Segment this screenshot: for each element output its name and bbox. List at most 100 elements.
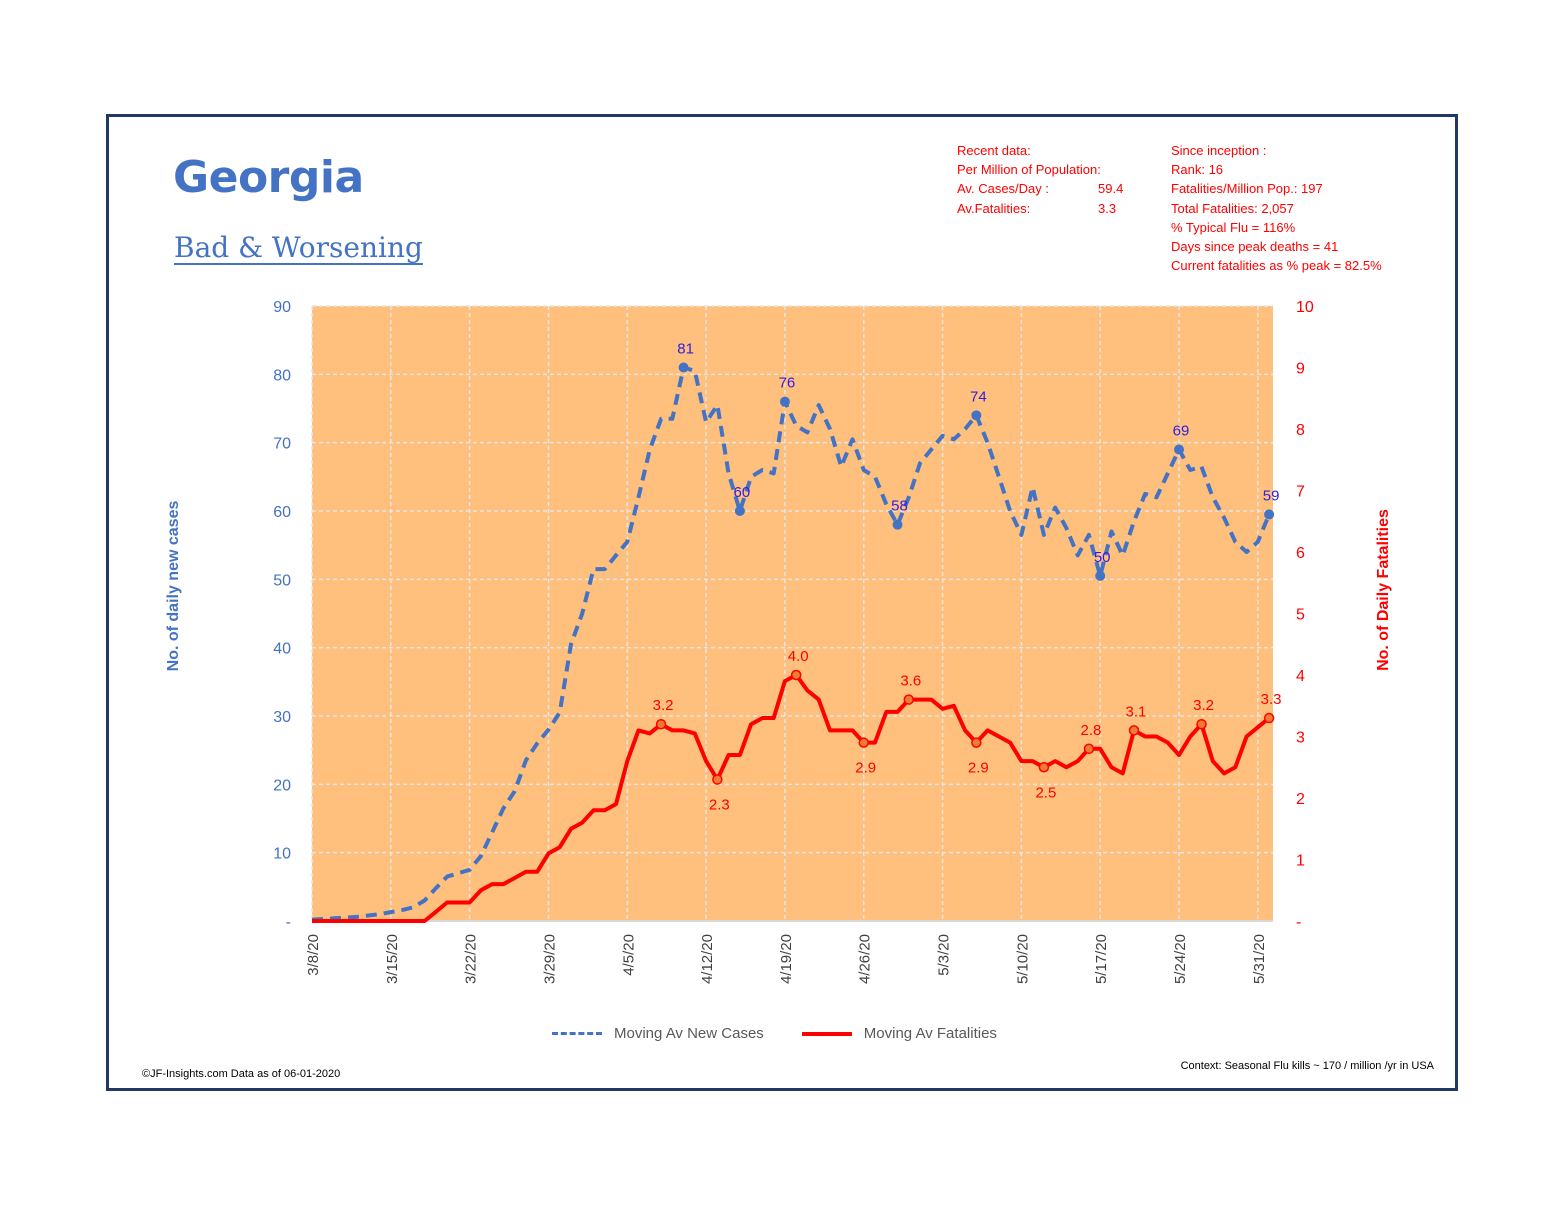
cases-marker — [971, 410, 982, 421]
cases-data-label: 50 — [1094, 549, 1111, 566]
y-tick-right: 1 — [1296, 853, 1305, 870]
fatalities-marker — [858, 737, 869, 748]
y-tick-right: 3 — [1296, 730, 1305, 747]
legend-item-fatalities[interactable]: Moving Av Fatalities — [801, 1025, 997, 1042]
fatalities-data-label: 2.9 — [968, 760, 989, 777]
y-tick-right: 9 — [1296, 361, 1305, 378]
fatalities-marker — [790, 669, 802, 681]
recent-data-heading: Recent data: — [957, 143, 1031, 158]
x-axis-ticks: 3/8/20 3/15/20 3/22/20 3/29/20 4/5/20 4/12/20… — [305, 934, 1268, 984]
y-tick-right: - — [1296, 914, 1301, 931]
legend-item-cases[interactable]: Moving Av New Cases — [552, 1025, 764, 1042]
legend-label-fatalities: Moving Av Fatalities — [863, 1025, 997, 1042]
y-tick-left: 70 — [273, 436, 291, 453]
x-tick-label: 5/3/20 — [936, 934, 953, 976]
legend-swatch-cases — [552, 1032, 602, 1035]
y-tick-right: 7 — [1296, 484, 1305, 501]
cases-data-label: 69 — [1173, 423, 1190, 440]
y-tick-right: 4 — [1296, 668, 1305, 685]
cases-marker — [1095, 570, 1106, 581]
fatalities-data-label: 4.0 — [788, 648, 809, 665]
y-tick-left: 10 — [273, 846, 291, 863]
fatalities-data-label: 3.3 — [1261, 691, 1282, 708]
cases-data-label: 58 — [891, 498, 908, 515]
cases-line — [311, 365, 1271, 922]
cases-label: Av. Cases/Day : — [957, 181, 1049, 197]
footer-source: ©JF-Insights.com Data as of 06-01-2020 — [142, 1068, 341, 1080]
typical-flu: % Typical Flu = 116% — [1171, 219, 1296, 235]
x-tick-label: 4/12/20 — [699, 934, 716, 984]
page-title: Georgia — [173, 152, 364, 203]
footer-context: Context: Seasonal Flu kills ~ 170 / mill… — [1180, 1060, 1434, 1072]
y-tick-right: 6 — [1296, 545, 1305, 562]
recent-data-panel: Recent data: Per Million of Population: … — [957, 141, 1123, 218]
x-tick-label: 3/15/20 — [384, 934, 401, 984]
cases-marker — [779, 396, 790, 407]
fatalities-marker — [1196, 718, 1207, 730]
y-tick-right: 10 — [1296, 299, 1314, 316]
cases-data-label: 76 — [779, 375, 796, 392]
fatalities-data-label: 2.3 — [709, 797, 730, 814]
x-tick-label: 4/19/20 — [778, 934, 795, 984]
y-tick-left: 40 — [273, 641, 291, 658]
fatalities-marker — [971, 737, 982, 748]
x-tick-label: 3/29/20 — [541, 934, 558, 984]
annotation-layer: 81 60 76 58 74 50 69 59 3.2 2.3 4.0 2.9 3.6 2.9 2.5 2.8… — [653, 341, 1282, 814]
cases-row: Av. Cases/Day : 59.4 — [957, 179, 1123, 198]
since-inception-heading: Since inception : — [1171, 143, 1267, 158]
y-axis-left-label: No. of daily new cases — [165, 501, 182, 672]
fatalities-marker — [1263, 712, 1275, 724]
cases-marker — [734, 506, 745, 516]
fatalities-marker — [712, 774, 723, 785]
per-million-label: Per Million of Population: — [957, 162, 1101, 178]
y-axis-right-label: No. of Daily Fatalities — [1375, 509, 1392, 671]
cases-data-label: 59 — [1263, 487, 1280, 504]
y-axis-right-ticks: - 1 2 3 4 5 6 7 8 9 10 — [1296, 299, 1314, 931]
fatalities-data-label: 3.6 — [900, 673, 921, 690]
x-tick-label: 4/5/20 — [620, 934, 637, 976]
y-tick-right: 8 — [1296, 422, 1305, 439]
fatalities-data-label: 2.5 — [1035, 784, 1056, 801]
days-since-peak: Days since peak deaths = 41 — [1171, 239, 1339, 255]
y-tick-left: 60 — [273, 504, 291, 521]
x-tick-label: 3/8/20 — [305, 934, 322, 976]
legend: Moving Av New Cases Moving Av Fatalities — [552, 1025, 1035, 1042]
current-pct-peak: Current fatalities as % peak = 82.5% — [1171, 258, 1382, 274]
y-tick-left: 80 — [273, 367, 291, 384]
fatalities-marker — [1128, 725, 1140, 736]
cases-marker — [1174, 444, 1185, 455]
legend-swatch-fatalities — [801, 1031, 852, 1036]
fatalities-marker — [655, 718, 667, 730]
fatalities-marker — [1038, 762, 1050, 773]
gridlines — [311, 305, 1273, 921]
cases-marker — [1264, 509, 1275, 520]
page-subtitle: Bad & Worsening — [174, 231, 423, 264]
cases-marker — [678, 362, 689, 373]
y-tick-left: - — [286, 914, 291, 931]
y-tick-left: 20 — [273, 777, 291, 794]
cases-data-label: 60 — [734, 484, 751, 501]
fatalities-data-label: 3.2 — [1193, 697, 1214, 714]
x-tick-label: 5/31/20 — [1251, 934, 1268, 984]
fatalities-marker — [1083, 743, 1095, 755]
fatalities-marker — [903, 694, 915, 705]
cases-value: 59.4 — [1098, 181, 1124, 197]
y-tick-left: 30 — [273, 709, 291, 726]
x-tick-label: 3/22/20 — [463, 934, 480, 984]
x-tick-label: 5/24/20 — [1172, 934, 1189, 984]
x-tick-label: 5/10/20 — [1014, 934, 1031, 984]
plot-area — [312, 306, 1273, 921]
cases-data-label: 81 — [677, 341, 694, 358]
total-fatalities: Total Fatalities: 2,057 — [1171, 200, 1294, 216]
fatalities-label: Av.Fatalities: — [957, 200, 1031, 216]
fatalities-value: 3.3 — [1098, 200, 1117, 216]
fatalities-data-label: 2.9 — [855, 760, 876, 777]
y-tick-right: 2 — [1296, 791, 1305, 808]
fatalities-per-million: Fatalities/Million Pop.: 197 — [1171, 181, 1323, 197]
x-tick-label: 5/17/20 — [1093, 934, 1110, 984]
cases-data-label: 74 — [970, 388, 987, 405]
series-layer — [311, 365, 1271, 923]
legend-label-cases: Moving Av New Cases — [614, 1025, 764, 1042]
cases-marker — [892, 519, 903, 530]
fatalities-line — [312, 673, 1271, 923]
